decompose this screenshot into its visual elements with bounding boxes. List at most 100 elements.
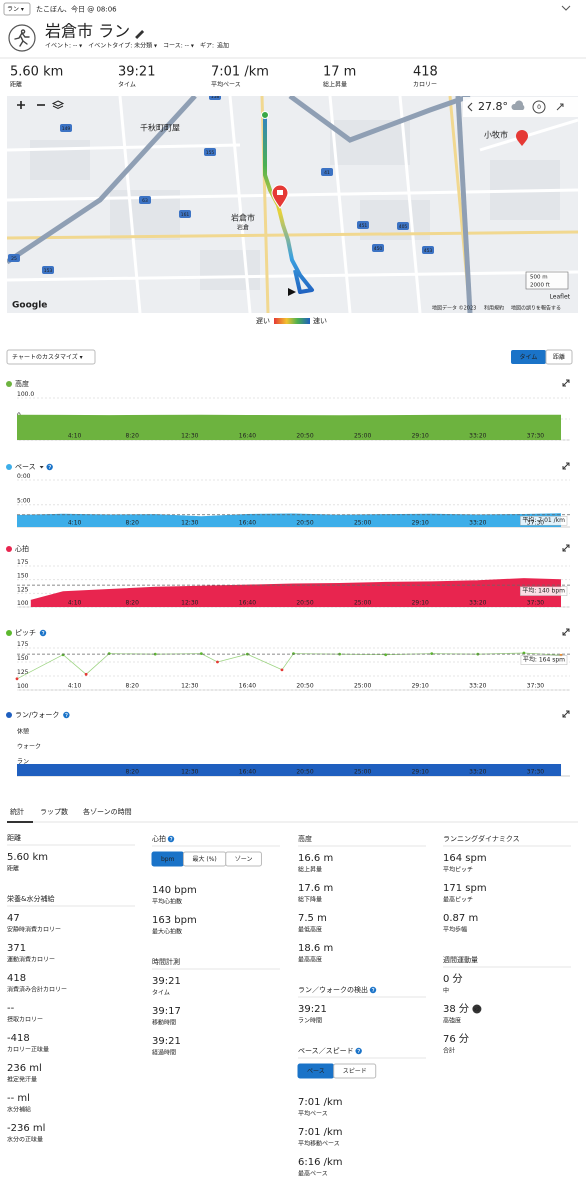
stat-label: カロリー正味量 xyxy=(7,1046,49,1054)
x-tick-label: 12:30 xyxy=(181,683,198,690)
info-icon-glyph xyxy=(169,836,173,841)
run-walk-band xyxy=(17,764,562,776)
stat-value: 0.87 m xyxy=(443,913,478,924)
stat-value: 7:01 /km xyxy=(298,1127,343,1138)
y-tick-label: 5:00 xyxy=(17,498,31,505)
expand-chart[interactable] xyxy=(562,710,570,718)
meta-field[interactable]: イベントタイプ: 未分類 ▾ xyxy=(88,42,157,50)
map-attribution[interactable]: 利用規約 xyxy=(484,305,504,312)
weather-back[interactable] xyxy=(467,102,473,112)
poi-pin xyxy=(516,130,528,146)
info-icon-glyph xyxy=(357,1048,361,1053)
stat-label: 推定発汗量 xyxy=(7,1076,37,1084)
summary-label: 距離 xyxy=(10,81,22,89)
point xyxy=(61,653,65,657)
expand-chart[interactable] xyxy=(562,462,570,470)
x-tick-label: 20:50 xyxy=(296,520,313,527)
chart-icon xyxy=(6,630,12,636)
stats-tab[interactable]: 統計 xyxy=(10,807,24,816)
pin[interactable] xyxy=(271,184,289,209)
customize-text[interactable]: チャートのカスタマイズ ▾ xyxy=(12,353,83,361)
stat-label: 総上昇量 xyxy=(298,866,322,874)
point xyxy=(292,652,295,655)
average-label-bg xyxy=(519,586,568,596)
road-shield xyxy=(209,96,221,100)
activity-select[interactable] xyxy=(3,2,31,16)
x-tick-label: 37:30 xyxy=(527,520,544,527)
stat-value: 39:17 xyxy=(152,1006,181,1017)
x-tick-label: 29:10 xyxy=(412,769,429,776)
toggle-time-text[interactable]: タイム xyxy=(520,353,538,361)
level-label: ウォーク xyxy=(17,743,41,751)
road-shield-label: 41 xyxy=(324,170,330,176)
toggle-distance-text[interactable]: 距離 xyxy=(553,353,565,361)
stat-value: 47 xyxy=(7,913,20,924)
stat-value: 163 bpm xyxy=(152,915,197,926)
leaflet-credit[interactable]: Leaflet xyxy=(550,294,571,301)
expand-chart[interactable] xyxy=(562,544,570,552)
x-tick-label: 33:20 xyxy=(469,520,486,527)
gear-link[interactable]: 追加 xyxy=(217,42,229,50)
meta-field[interactable]: イベント: -- ▾ xyxy=(45,43,82,50)
zoom-controls[interactable] xyxy=(17,100,65,110)
expand-chart[interactable] xyxy=(562,628,570,636)
stat-value: 6:16 /km xyxy=(298,1157,343,1168)
stat-label: 中 xyxy=(443,987,449,995)
toggle-distance[interactable] xyxy=(545,349,573,365)
x-tick-label: 20:50 xyxy=(296,683,313,690)
collapse-chevron[interactable] xyxy=(561,5,571,11)
toggle-time[interactable] xyxy=(511,350,546,364)
section-title: ランニングダイナミクス xyxy=(443,834,520,843)
point xyxy=(216,660,219,664)
section-title: 栄養&水分補給 xyxy=(7,894,54,903)
summary-value: 5.60 km xyxy=(10,65,63,80)
stats-tab[interactable]: 各ゾーンの時間 xyxy=(83,807,132,816)
meta-field[interactable]: コース: -- ▾ xyxy=(163,43,194,50)
x-tick-label: 20:50 xyxy=(296,769,313,776)
stat-value: -236 ml xyxy=(7,1123,45,1134)
y-tick-label: 100.0 xyxy=(17,391,34,398)
x-tick-label: 8:20 xyxy=(125,520,139,527)
stat-value: 39:21 xyxy=(152,1036,181,1047)
stat-value: 371 xyxy=(7,943,26,954)
map-attribution[interactable]: 地図の誤りを報告する xyxy=(511,305,561,312)
stat-label: 運動消費カロリー xyxy=(7,956,55,964)
toggle-button[interactable] xyxy=(225,851,262,867)
expand-map[interactable] xyxy=(556,103,564,111)
toggle-button-text[interactable]: スピード xyxy=(343,1068,367,1075)
toggle-button-text[interactable]: ペース xyxy=(307,1068,325,1075)
summary-label: 総上昇量 xyxy=(323,81,347,89)
toggle-button-text[interactable]: bpm xyxy=(161,856,175,863)
summary-value: 17 m xyxy=(323,65,356,80)
stats-tab[interactable]: ラップ数 xyxy=(40,807,68,816)
road-shield-label: 450 xyxy=(374,246,383,252)
x-tick-label: 33:20 xyxy=(469,600,486,607)
level-label: 休憩 xyxy=(17,728,29,736)
expand-chart[interactable] xyxy=(562,379,570,387)
summary-value: 418 xyxy=(413,65,438,80)
toggle-button-text[interactable]: ゾーン xyxy=(235,856,253,863)
x-tick-label: 12:30 xyxy=(181,433,198,440)
meta-field[interactable]: ギア: xyxy=(200,43,214,50)
road-shield xyxy=(204,148,216,156)
toggle-button[interactable] xyxy=(333,1063,377,1079)
weather-count: 0 xyxy=(537,104,541,111)
dropdown-caret[interactable] xyxy=(39,466,44,469)
stat-value: 39:21 xyxy=(298,1004,327,1015)
google-logo: Google xyxy=(12,301,47,311)
stat-label: 消費済み合計カロリー xyxy=(7,986,67,994)
activity-select-text[interactable]: ラン ▾ xyxy=(7,6,24,13)
summary-label: タイム xyxy=(118,81,136,89)
summary-label: カロリー xyxy=(413,82,437,89)
customize-button[interactable] xyxy=(6,349,96,365)
zoom-in[interactable] xyxy=(17,101,25,109)
toggle-button-text[interactable]: 最大 (%) xyxy=(192,855,216,863)
edit-pencil[interactable] xyxy=(135,30,145,39)
x-tick-label: 25:00 xyxy=(354,683,371,690)
layers[interactable] xyxy=(51,100,65,110)
start-marker xyxy=(261,111,269,119)
road-shield xyxy=(372,244,384,252)
stat-label: 摂取カロリー xyxy=(7,1016,43,1024)
stat-value: -418 xyxy=(7,1033,30,1044)
